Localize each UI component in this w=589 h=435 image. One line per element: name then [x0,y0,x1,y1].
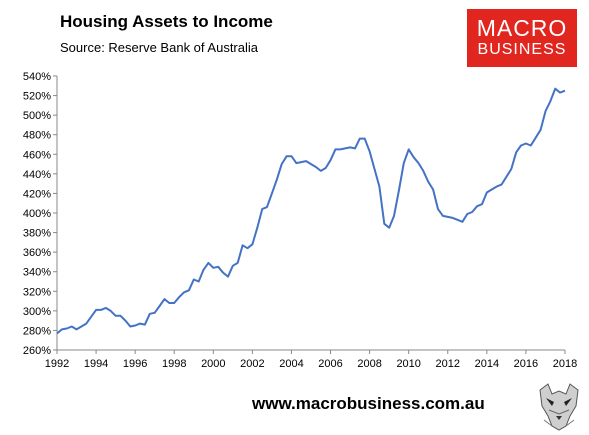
x-tick-label: 1996 [123,358,147,370]
footer-url[interactable]: www.macrobusiness.com.au [252,394,485,413]
y-tick-label: 280% [23,325,51,337]
y-tick-labels: 260% 280% 300% 320% 340% 360% 380% 400% 420% 440%… [23,71,51,357]
logo-line-1: MACRO [476,15,568,41]
x-tick-label: 2002 [240,358,264,370]
x-tick-label: 1992 [45,358,69,370]
x-tick-label: 2018 [553,358,577,370]
y-tick-label: 420% [23,188,51,200]
chart-source: Source: Reserve Bank of Australia [60,40,258,55]
x-tick-label: 1994 [84,358,108,370]
x-tick-label: 2010 [396,358,420,370]
x-tick-label: 2014 [475,358,499,370]
x-tick-labels: 1992 1994 1996 1998 2000 2002 2004 2006 2008 2010… [45,358,577,370]
chart-title: Housing Assets to Income [60,12,273,31]
x-tick-label: 2012 [436,358,460,370]
chart-axes [53,75,566,354]
y-tick-label: 340% [23,267,51,279]
x-tick-label: 2004 [279,358,303,370]
y-tick-label: 460% [23,149,51,161]
y-tick-label: 500% [23,110,51,122]
y-tick-label: 520% [23,91,51,103]
logo-line-2: BUSINESS [477,41,567,58]
y-tick-label: 360% [23,247,51,259]
y-tick-label: 260% [23,345,51,357]
x-tick-label: 2008 [357,358,381,370]
y-tick-label: 480% [23,130,51,142]
wolf-icon [534,380,584,432]
x-tick-label: 2000 [201,358,225,370]
x-tick-label: 2016 [514,358,538,370]
y-tick-label: 380% [23,228,51,240]
x-tick-label: 1998 [162,358,186,370]
y-tick-label: 400% [23,208,51,220]
macrobusiness-logo: MACRO BUSINESS [467,9,577,67]
y-tick-label: 320% [23,286,51,298]
y-tick-label: 440% [23,169,51,181]
series-line [56,87,566,335]
y-tick-label: 300% [23,306,51,318]
y-tick-label: 540% [23,71,51,83]
x-tick-label: 2006 [318,358,342,370]
series-group [56,87,566,335]
